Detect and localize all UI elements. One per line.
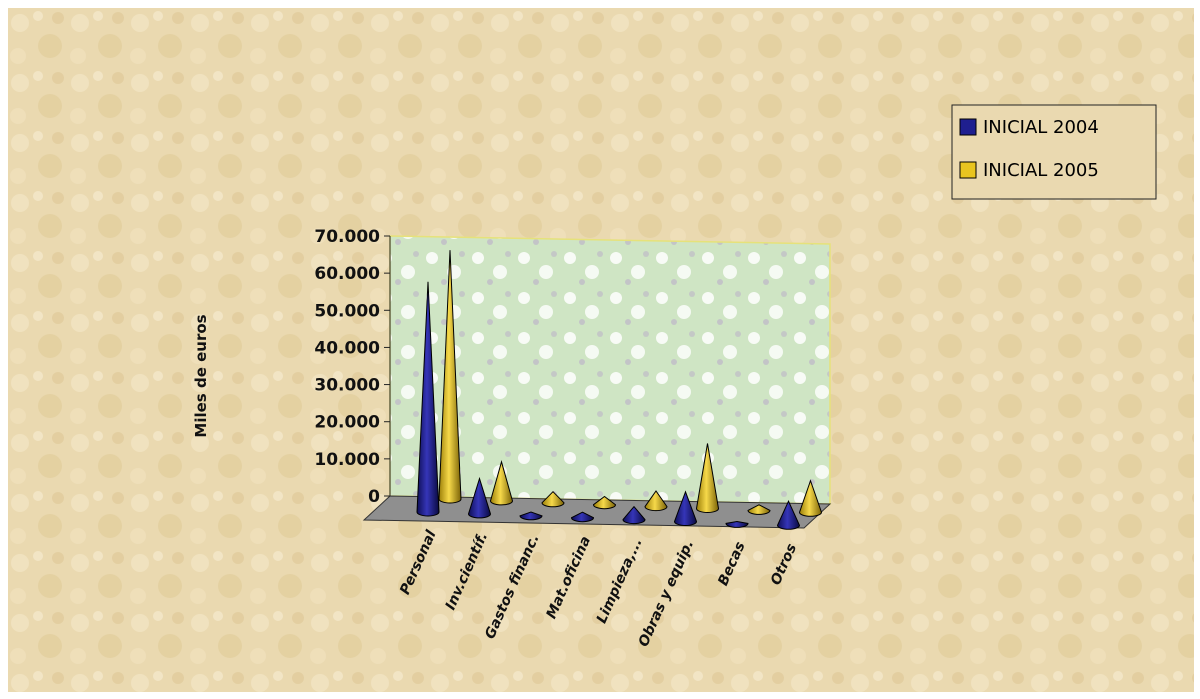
cone-2005 — [592, 495, 617, 510]
cone-2004 — [416, 281, 440, 517]
chart-canvas: 0 10.000 20.000 30.000 40.000 50.000 60.000 70.… — [8, 8, 1194, 692]
cone-2005 — [644, 490, 668, 512]
legend: INICIAL 2004 INICIAL 2005 — [951, 104, 1157, 200]
cone-2004 — [622, 505, 646, 525]
y-axis-title: Miles de euros — [192, 314, 210, 437]
y-tick-label: 50.000 — [314, 301, 380, 321]
cone-2005 — [798, 479, 823, 517]
y-tick-label: 0 — [368, 487, 380, 507]
legend-label-2004: INICIAL 2004 — [983, 117, 1099, 138]
cone-2004 — [725, 521, 749, 528]
cone-2005 — [695, 443, 720, 513]
legend-box — [951, 104, 1157, 200]
cone-2004 — [570, 511, 595, 523]
cone-2005 — [541, 490, 565, 508]
y-tick-label: 30.000 — [314, 376, 380, 396]
cone-2004 — [776, 499, 801, 530]
legend-label-2005: INICIAL 2005 — [983, 160, 1099, 181]
cone-chart: 0 10.000 20.000 30.000 40.000 50.000 60.000 70.… — [8, 8, 1194, 692]
y-tick-label: 60.000 — [314, 264, 380, 284]
data-cones — [416, 250, 823, 530]
cone-2005 — [438, 250, 462, 504]
cone-2004 — [519, 511, 543, 521]
legend-swatch-2005 — [959, 161, 977, 179]
y-tick-label: 10.000 — [314, 450, 380, 470]
y-tick-label: 40.000 — [314, 338, 380, 358]
cone-2004 — [673, 490, 698, 526]
legend-swatch-2004 — [959, 118, 977, 136]
y-tick-label: 70.000 — [314, 227, 380, 247]
y-tick-label: 20.000 — [314, 413, 380, 433]
cone-2004 — [467, 476, 492, 519]
cone-2005 — [747, 504, 771, 515]
cone-2005 — [489, 460, 514, 506]
y-axis-ticks: 0 10.000 20.000 30.000 40.000 50.000 60.000 70.… — [314, 227, 390, 507]
